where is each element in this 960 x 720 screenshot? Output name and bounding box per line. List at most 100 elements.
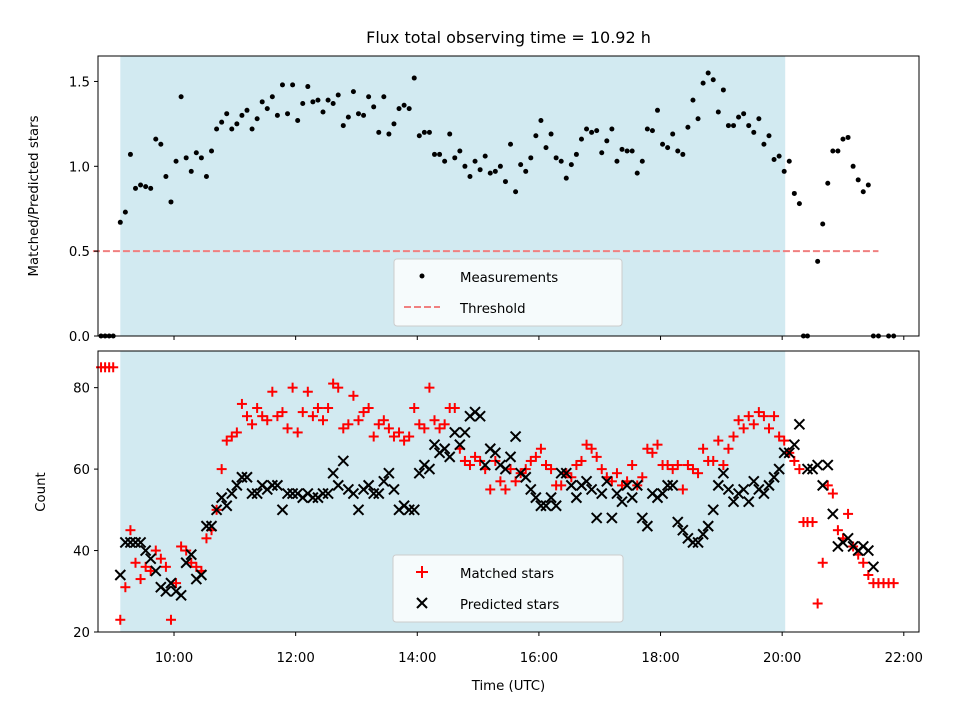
matched-star-point	[231, 427, 242, 438]
measurement-point	[761, 141, 767, 147]
measurement-point	[447, 131, 453, 137]
y-tick-label: 80	[73, 382, 90, 397]
predicted-star-point	[862, 544, 875, 557]
measurement-point	[254, 116, 260, 122]
matched-star-point	[843, 508, 854, 519]
measurement-point	[751, 129, 757, 135]
matched-star-point	[160, 561, 171, 572]
matched-star-point	[571, 460, 582, 471]
measurement-point	[690, 97, 696, 103]
measurement-point	[259, 99, 265, 105]
measurement-point	[173, 158, 179, 164]
predicted-star-point	[817, 479, 829, 492]
measurement-point	[523, 168, 529, 174]
measurement-point	[163, 173, 169, 179]
predicted-star-point	[737, 483, 750, 496]
matched-star-point	[328, 378, 339, 389]
measurement-point	[416, 133, 422, 139]
matched-star-point	[323, 403, 334, 414]
matched-star-point	[505, 464, 516, 475]
matched-star-point	[135, 574, 146, 585]
measurement-point	[644, 126, 650, 132]
measurement-point	[219, 119, 225, 125]
measurement-point	[584, 126, 590, 132]
x-tick-label: 10:00	[155, 651, 193, 666]
matched-star-point	[353, 415, 364, 426]
measurement-point	[604, 138, 610, 144]
measurement-point	[335, 92, 341, 98]
predicted-star-point	[428, 438, 441, 451]
measurement-point	[710, 77, 716, 83]
matched-star-point	[358, 407, 369, 418]
predicted-star-point	[540, 500, 552, 512]
matched-star-point	[596, 464, 607, 475]
matched-star-point	[252, 403, 263, 414]
measurement-point	[188, 168, 194, 174]
predicted-star-point	[134, 536, 147, 549]
matched-star-point	[485, 484, 496, 495]
predicted-star-point	[195, 569, 208, 581]
predicted-star-point	[221, 500, 233, 512]
predicted-star-point	[601, 475, 613, 488]
matched-star-point	[394, 427, 405, 438]
measurement-point	[482, 153, 488, 159]
matched-star-point	[272, 411, 283, 422]
chart-title: Flux total observing time = 10.92 h	[366, 28, 651, 47]
measurement-point	[815, 258, 821, 264]
measurement-point	[835, 148, 841, 154]
measurement-point	[720, 87, 726, 93]
measurement-point	[830, 148, 836, 154]
measurement-point	[508, 141, 514, 147]
predicted-star-point	[748, 475, 760, 488]
matched-star-point	[409, 403, 420, 414]
measurement-point	[649, 128, 655, 134]
predicted-star-point	[570, 491, 583, 504]
matched-star-point	[338, 423, 349, 434]
measurement-point	[122, 209, 128, 215]
predicted-star-point	[867, 561, 880, 573]
matched-star-point	[677, 484, 688, 495]
matched-star-point	[647, 447, 658, 458]
measurement-point	[487, 170, 493, 176]
predicted-star-point	[560, 467, 572, 479]
predicted-star-point	[509, 430, 522, 443]
matched-star-point	[718, 460, 729, 471]
predicted-star-point	[378, 475, 390, 488]
matched-star-point	[429, 415, 440, 426]
measurement-point	[820, 221, 826, 227]
measurement-point	[731, 123, 737, 129]
legend-label-threshold: Threshold	[459, 302, 526, 317]
predicted-star-point	[459, 426, 471, 439]
predicted-star-point	[226, 487, 238, 500]
y-tick-label: 0.0	[69, 330, 90, 345]
predicted-star-point	[413, 467, 426, 479]
matched-star-point	[758, 411, 769, 422]
matched-star-point	[586, 443, 597, 454]
measurement-point	[855, 177, 861, 183]
measurement-point	[589, 129, 595, 135]
matched-star-point	[687, 464, 698, 475]
measurement-point	[178, 94, 184, 100]
predicted-star-point	[788, 438, 801, 451]
measurement-point	[127, 151, 133, 157]
predicted-star-point	[611, 487, 623, 500]
measurement-point	[290, 82, 296, 88]
measurement-point	[386, 131, 392, 137]
matched-star-point	[216, 464, 227, 475]
bottom-legend-box	[392, 554, 624, 623]
predicted-star-point	[499, 463, 512, 475]
matched-star-point	[383, 423, 394, 434]
bottom-y-ticks: 20 40 60 80	[73, 382, 98, 641]
measurement-point	[153, 136, 159, 142]
predicted-star-point	[119, 536, 132, 549]
matched-star-point	[343, 419, 354, 430]
matched-star-point	[399, 435, 410, 446]
predicted-star-point	[150, 565, 162, 577]
matched-star-point	[723, 443, 734, 454]
predicted-star-point	[641, 520, 654, 532]
matched-star-point	[307, 411, 318, 422]
predicted-star-point	[388, 483, 400, 496]
top-panel: Flux total observing time = 10.92 h 0.00…	[27, 28, 920, 345]
predicted-star-point	[307, 491, 319, 504]
measurement-point	[340, 123, 346, 129]
